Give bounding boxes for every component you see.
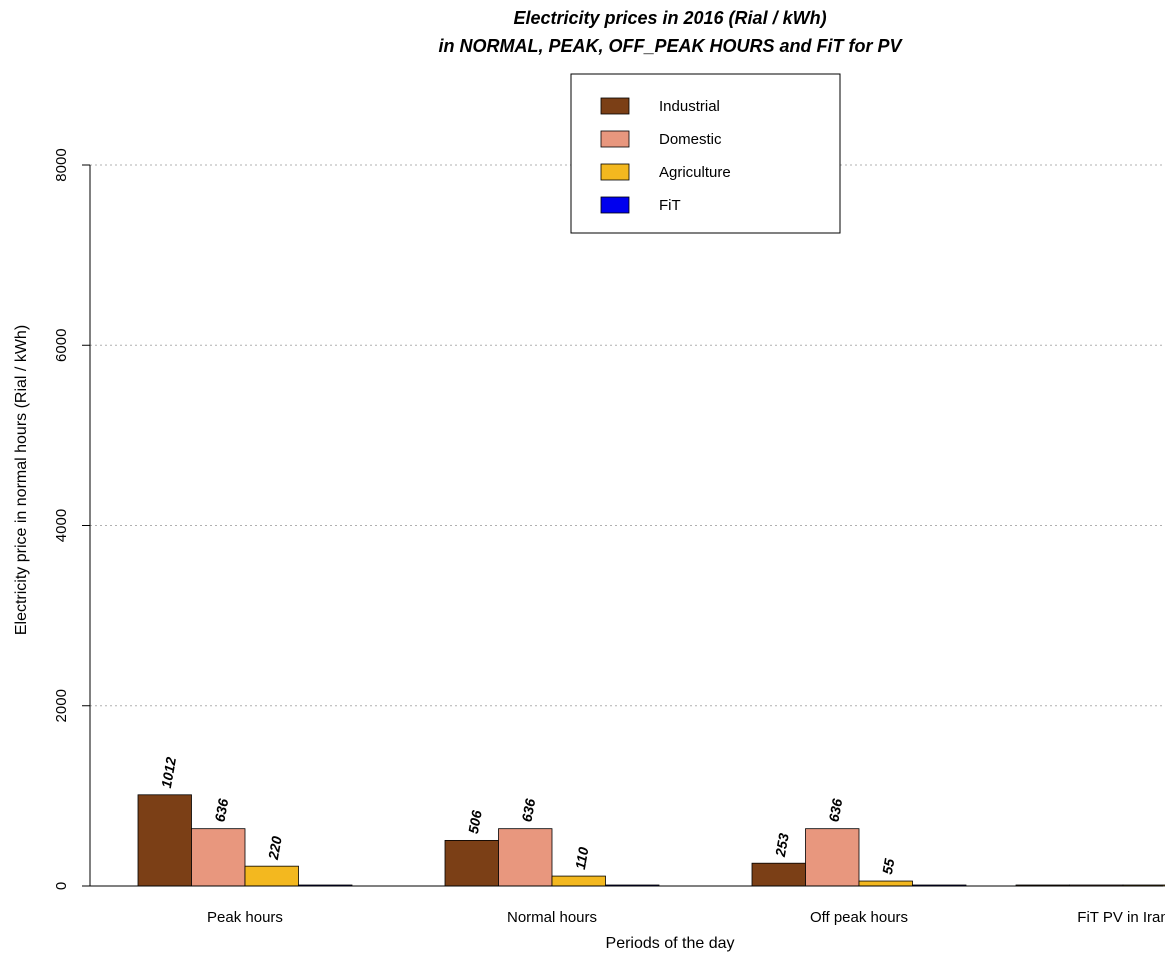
legend-swatch — [600, 196, 630, 214]
y-tick-label: 6000 — [53, 329, 70, 362]
data-label: 110 — [572, 846, 592, 871]
x-tick-label: Peak hours — [207, 909, 283, 926]
x-axis-label: Periods of the day — [606, 935, 735, 952]
chart-subtitle: in NORMAL, PEAK, OFF_PEAK HOURS and FiT … — [438, 36, 903, 56]
y-axis: 0 2000 4000 6000 8000 — [53, 148, 91, 890]
data-label: 1012 — [158, 756, 179, 790]
bar — [805, 828, 860, 887]
bar — [444, 839, 499, 887]
data-label: 636 — [211, 797, 231, 823]
chart-title: Electricity prices in 2016 (Rial / kWh) — [513, 8, 826, 28]
legend: Industrial Domestic Agriculture FiT — [570, 73, 841, 234]
legend-swatch — [600, 130, 630, 148]
legend-entry: Domestic — [659, 131, 722, 148]
bar — [551, 875, 606, 887]
bar — [751, 862, 806, 887]
legend-entry: Agriculture — [659, 164, 731, 181]
legend-swatch — [600, 97, 630, 115]
bar — [244, 865, 299, 887]
data-label: 636 — [518, 797, 538, 823]
legend-entry: Industrial — [659, 98, 720, 115]
y-tick-label: 2000 — [53, 689, 70, 722]
y-tick-label: 0 — [53, 882, 70, 890]
y-tick-label: 4000 — [53, 509, 70, 542]
data-label: 220 — [265, 835, 285, 862]
legend-swatch — [600, 163, 630, 181]
bar — [137, 794, 192, 887]
x-tick-label: FiT PV in Iran — [1077, 909, 1165, 926]
y-axis-label: Electricity price in normal hours (Rial … — [13, 325, 30, 635]
x-axis: Peak hours Normal hours Off peak hours FiT … — [90, 885, 1165, 926]
y-tick-label: 8000 — [53, 148, 70, 181]
bar — [498, 828, 553, 887]
x-tick-label: Normal hours — [507, 909, 597, 926]
bars — [137, 794, 1165, 887]
x-tick-label: Off peak hours — [810, 909, 908, 926]
bar — [858, 880, 913, 887]
data-label: 636 — [825, 797, 845, 823]
gridlines — [90, 164, 1163, 707]
data-label: 253 — [772, 832, 792, 859]
data-label: 55 — [879, 857, 897, 875]
data-label: 506 — [465, 809, 485, 835]
data-labels: 1012636220506636110253636558000 — [158, 756, 897, 876]
legend-entry: FiT — [659, 197, 681, 214]
bar — [191, 828, 246, 887]
